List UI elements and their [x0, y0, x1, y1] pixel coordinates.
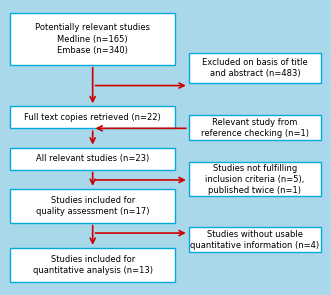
FancyBboxPatch shape — [189, 53, 321, 83]
Text: Relevant study from
reference checking (n=1): Relevant study from reference checking (… — [201, 117, 309, 138]
Text: Studies included for
quality assessment (n=17): Studies included for quality assessment … — [36, 196, 149, 216]
Text: All relevant studies (n=23): All relevant studies (n=23) — [36, 154, 149, 163]
Text: Studies without usable
quantitative information (n=4): Studies without usable quantitative info… — [190, 230, 319, 250]
FancyBboxPatch shape — [189, 162, 321, 196]
Text: Studies included for
quantitative analysis (n=13): Studies included for quantitative analys… — [33, 255, 153, 275]
Text: Potentially relevant studies
Medline (n=165)
Embase (n=340): Potentially relevant studies Medline (n=… — [35, 24, 150, 55]
FancyBboxPatch shape — [10, 148, 175, 170]
FancyBboxPatch shape — [10, 13, 175, 65]
Text: Excluded on basis of title
and abstract (n=483): Excluded on basis of title and abstract … — [202, 58, 308, 78]
FancyBboxPatch shape — [10, 106, 175, 128]
Text: Studies not fulfilling
inclusion criteria (n=5),
published twice (n=1): Studies not fulfilling inclusion criteri… — [205, 164, 305, 195]
FancyBboxPatch shape — [10, 248, 175, 282]
FancyBboxPatch shape — [10, 189, 175, 223]
FancyBboxPatch shape — [189, 227, 321, 252]
Text: Full text copies retrieved (n=22): Full text copies retrieved (n=22) — [24, 113, 161, 122]
FancyBboxPatch shape — [189, 115, 321, 140]
